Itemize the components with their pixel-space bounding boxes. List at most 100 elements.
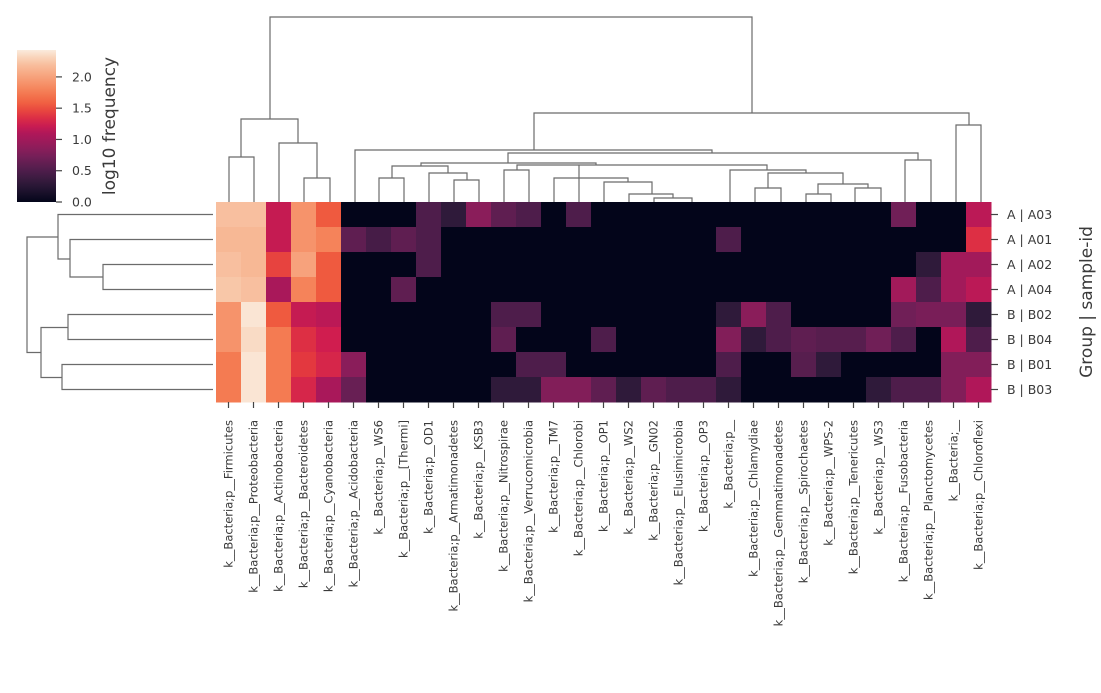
heatmap-cell — [491, 277, 517, 303]
heatmap-cell — [316, 327, 342, 353]
heatmap-cell — [866, 302, 892, 328]
dendrogram-link — [278, 142, 318, 202]
heatmap-cell — [441, 202, 467, 228]
heatmap-cell — [441, 252, 467, 278]
heatmap-cell — [891, 252, 917, 278]
column-label: k__Bacteria;p__Verrucomicrobia — [522, 420, 536, 602]
column-label: k__Bacteria;p__Tenericutes — [847, 420, 861, 574]
heatmap-cell — [216, 327, 242, 353]
heatmap-cell — [916, 227, 942, 253]
heatmap-cell — [916, 252, 942, 278]
heatmap-cell — [791, 202, 817, 228]
heatmap-cell — [916, 377, 942, 403]
heatmap-cell — [591, 302, 617, 328]
column-label: k__Bacteria;p__Cyanobacteria — [322, 420, 336, 592]
heatmap-cell — [216, 377, 242, 403]
heatmap-cell — [691, 252, 717, 278]
column-label: k__Bacteria;p__Chlorobi — [572, 420, 586, 556]
heatmap-cell — [691, 377, 717, 403]
heatmap-cell — [891, 277, 917, 303]
heatmap-cell — [841, 252, 867, 278]
column-label: k__Bacteria;p__Acidobacteria — [347, 420, 361, 587]
heatmap-cell — [366, 202, 392, 228]
heatmap-cell — [841, 327, 867, 353]
heatmap-cell — [316, 377, 342, 403]
column-label: k__Bacteria;__ — [947, 420, 961, 502]
heatmap-cell — [841, 352, 867, 378]
heatmap-cell — [341, 227, 367, 253]
heatmap-cell — [366, 352, 392, 378]
heatmap-cell — [241, 302, 267, 328]
heatmap-cell — [491, 252, 517, 278]
column-label: k__Bacteria;p__Nitrospirae — [497, 420, 511, 572]
heatmap-cell — [541, 327, 567, 353]
heatmap-cell — [316, 227, 342, 253]
heatmap-cell — [641, 352, 667, 378]
heatmap-cell — [691, 302, 717, 328]
column-label: k__Bacteria;p__Spirochaetes — [797, 420, 811, 583]
heatmap-cell — [316, 202, 342, 228]
dendrogram-link — [269, 16, 753, 119]
heatmap-cell — [466, 352, 492, 378]
heatmap-cell — [641, 227, 667, 253]
heatmap-cell — [466, 302, 492, 328]
heatmap-cell — [216, 352, 242, 378]
heatmap-cell — [466, 327, 492, 353]
dendrogram-link — [754, 187, 782, 202]
heatmap-cell — [391, 277, 417, 303]
heatmap-cell — [416, 352, 442, 378]
heatmap-cell — [691, 277, 717, 303]
heatmap-cell — [841, 277, 867, 303]
heatmap-cell — [741, 352, 767, 378]
heatmap-cell — [241, 377, 267, 403]
heatmap-cell — [966, 277, 992, 303]
heatmap-cell — [891, 302, 917, 328]
column-label: k__Bacteria;p__Actinobacteria — [272, 420, 286, 592]
heatmap-cell — [566, 327, 592, 353]
row-label: A | A04 — [1007, 282, 1052, 297]
heatmap-cell — [966, 352, 992, 378]
heatmap-cell — [241, 227, 267, 253]
dendrogram-link — [228, 156, 255, 202]
heatmap-cell — [716, 377, 742, 403]
heatmap-cell — [341, 202, 367, 228]
heatmap-cell — [466, 252, 492, 278]
dendrogram-link — [628, 193, 674, 202]
heatmap-cell — [441, 227, 467, 253]
heatmap-cell — [416, 377, 442, 403]
heatmap-cell — [841, 202, 867, 228]
dendrogram-link — [303, 177, 331, 202]
column-dendrogram — [228, 16, 982, 202]
column-label: k__Bacteria;p__WPS-2 — [822, 420, 836, 546]
heatmap-cell — [341, 277, 367, 303]
heatmap-cell — [266, 352, 292, 378]
heatmap-cell — [741, 302, 767, 328]
column-label: k__Bacteria;p__WS2 — [622, 420, 636, 535]
heatmap-cell — [216, 202, 242, 228]
heatmap-cell — [716, 302, 742, 328]
dendrogram-link — [603, 181, 653, 202]
heatmap-cell — [216, 227, 242, 253]
heatmap-cell — [441, 302, 467, 328]
heatmap-cell — [291, 352, 317, 378]
heatmap-cell — [416, 252, 442, 278]
dendrogram-link — [955, 124, 982, 202]
heatmap-cell — [666, 277, 692, 303]
heatmap-cell — [941, 252, 967, 278]
heatmap-cell — [491, 327, 517, 353]
heatmap-cell — [716, 352, 742, 378]
heatmap-cell — [866, 352, 892, 378]
heatmap-cell — [241, 352, 267, 378]
heatmap-cell — [366, 252, 392, 278]
heatmap-cell — [616, 327, 642, 353]
heatmap-cell — [966, 202, 992, 228]
column-label: k__Bacteria;p__Firmicutes — [222, 420, 236, 568]
heatmap-cell — [941, 302, 967, 328]
heatmap-cell — [341, 252, 367, 278]
heatmap-cell — [916, 202, 942, 228]
heatmap-cell — [491, 302, 517, 328]
heatmap-cell — [691, 202, 717, 228]
heatmap-cell — [341, 302, 367, 328]
heatmap-cell — [566, 252, 592, 278]
